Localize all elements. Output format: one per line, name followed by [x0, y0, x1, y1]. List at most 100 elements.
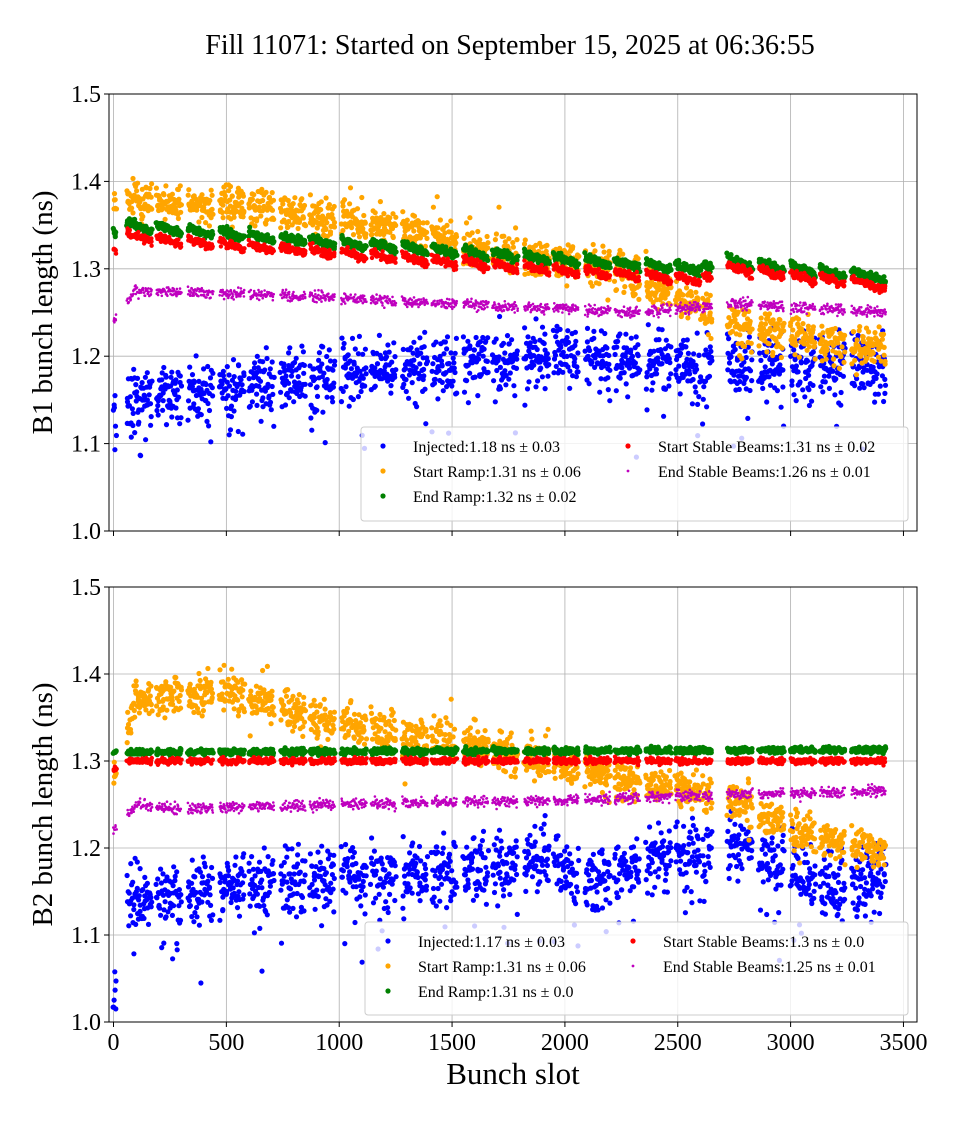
data-point: [233, 389, 238, 394]
data-point: [510, 240, 515, 245]
data-point: [756, 343, 761, 348]
data-point: [259, 419, 264, 424]
data-point: [748, 319, 753, 324]
data-point: [363, 221, 368, 226]
data-point: [576, 369, 581, 374]
data-point: [709, 358, 714, 363]
data-point: [683, 344, 688, 349]
data-point: [574, 374, 579, 379]
data-point: [838, 403, 843, 408]
data-point: [680, 292, 685, 297]
data-point: [299, 196, 304, 201]
data-point: [441, 351, 446, 356]
data-point: [600, 244, 605, 249]
data-point: [341, 389, 346, 394]
data-point: [467, 215, 472, 220]
data-point: [377, 333, 382, 338]
data-point: [678, 351, 683, 356]
data-point: [485, 234, 490, 239]
data-point: [701, 384, 706, 389]
data-point: [514, 357, 519, 362]
data-point: [199, 192, 204, 197]
data-point: [760, 386, 765, 391]
data-point: [538, 366, 543, 371]
data-point: [612, 279, 617, 284]
data-point: [636, 297, 641, 302]
data-point: [240, 382, 245, 387]
data-point: [317, 350, 322, 355]
data-point: [618, 376, 623, 381]
data-point: [131, 411, 136, 416]
data-point: [532, 339, 537, 344]
data-point: [209, 188, 214, 193]
data-point: [509, 337, 514, 342]
data-point: [309, 428, 314, 433]
data-point: [205, 364, 210, 369]
data-point: [278, 370, 283, 375]
data-point: [232, 374, 237, 379]
data-point: [474, 335, 479, 340]
data-point: [392, 375, 397, 380]
data-point: [749, 341, 754, 346]
data-point: [310, 241, 314, 245]
data-point: [794, 363, 799, 368]
data-point: [466, 400, 471, 405]
data-point: [302, 241, 307, 246]
data-point: [441, 388, 446, 393]
data-point: [301, 371, 306, 376]
data-point: [315, 384, 320, 389]
data-point: [728, 252, 733, 257]
data-point: [837, 366, 842, 371]
data-point: [824, 357, 829, 362]
data-point: [824, 346, 829, 351]
data-point: [591, 336, 596, 341]
data-point: [380, 249, 384, 253]
data-point: [763, 321, 768, 326]
data-point: [391, 340, 396, 345]
data-point: [363, 243, 368, 248]
data-point: [739, 356, 744, 361]
data-point: [526, 379, 531, 384]
data-point: [876, 392, 881, 397]
data-point: [175, 387, 180, 392]
data-point: [452, 370, 457, 375]
data-point: [412, 214, 417, 219]
data-point: [179, 383, 184, 388]
data-point: [392, 354, 397, 359]
data-point: [709, 317, 714, 322]
data-point: [525, 334, 530, 339]
data-point: [406, 396, 411, 401]
data-point: [226, 393, 231, 398]
data-point: [210, 371, 215, 376]
data-point: [684, 285, 689, 290]
data-point: [133, 382, 138, 387]
data-point: [314, 408, 319, 413]
data-point: [473, 375, 478, 380]
data-point: [346, 352, 351, 357]
data-point: [694, 367, 699, 372]
data-point: [221, 369, 226, 374]
data-point: [210, 207, 215, 212]
data-point: [855, 337, 860, 342]
data-point: [303, 223, 308, 228]
data-point: [318, 207, 323, 212]
data-point: [349, 366, 354, 371]
data-point: [514, 237, 519, 242]
data-point: [347, 201, 352, 206]
data-point: [558, 327, 563, 332]
data-point: [553, 353, 558, 358]
data-point: [630, 354, 635, 359]
data-point: [270, 384, 275, 389]
data-point: [199, 412, 204, 417]
data-point: [302, 203, 307, 208]
data-point: [831, 356, 836, 361]
data-point: [574, 364, 579, 369]
data-point: [242, 246, 246, 250]
data-point: [408, 345, 413, 350]
data-point: [643, 249, 648, 254]
data-point: [759, 316, 764, 321]
data-point: [340, 204, 345, 209]
data-point: [833, 376, 838, 381]
data-point: [294, 356, 299, 361]
data-point: [185, 418, 190, 423]
